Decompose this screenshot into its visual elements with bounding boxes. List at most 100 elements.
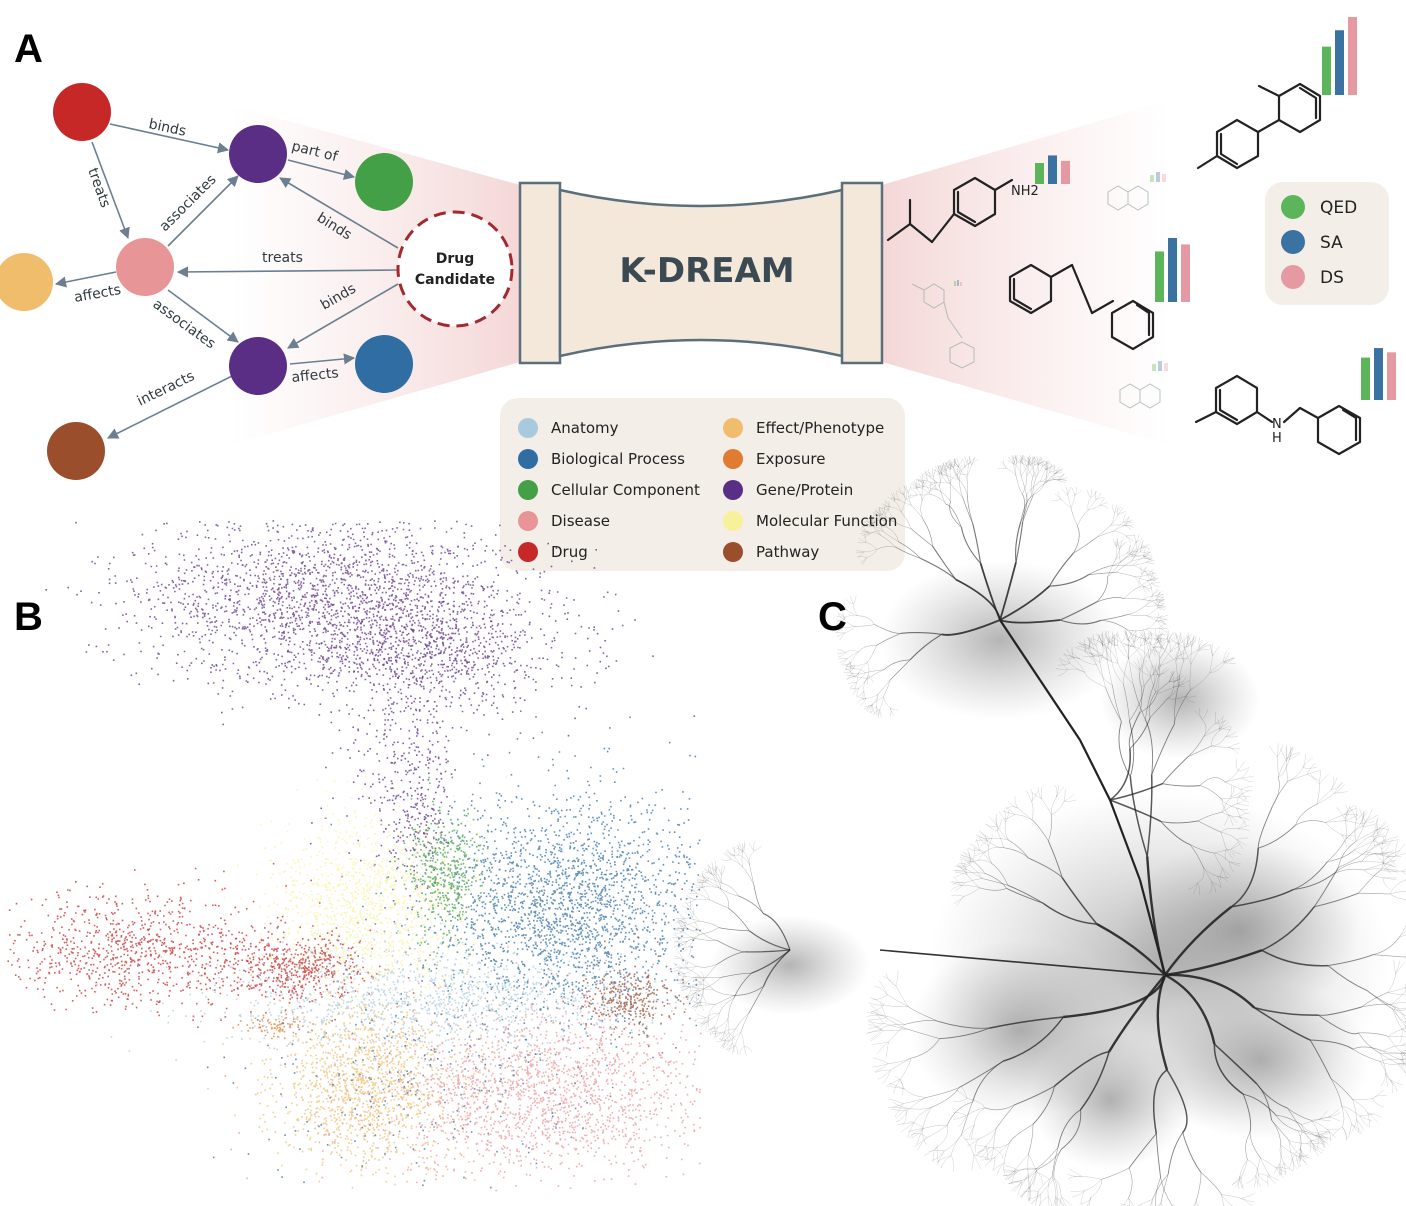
tree-branch xyxy=(1159,637,1164,649)
tree-branch xyxy=(849,669,855,677)
tree-branch xyxy=(1209,663,1225,674)
tree-branch xyxy=(1057,1109,1081,1148)
tree-branch xyxy=(683,959,697,967)
tree-branch xyxy=(1096,576,1109,603)
tree-branch xyxy=(1031,819,1049,842)
tree-branch xyxy=(716,939,746,953)
tree-branch xyxy=(1105,631,1109,643)
tree-branch xyxy=(687,893,698,895)
tree-branch xyxy=(1046,462,1051,470)
tree-branch xyxy=(867,675,874,683)
tree-branch xyxy=(1380,1061,1391,1080)
tree-branch xyxy=(942,462,947,471)
tree-branch xyxy=(870,530,884,534)
tree-branch xyxy=(950,472,959,483)
tree-branch xyxy=(931,1087,960,1108)
tree-branch xyxy=(986,840,1004,848)
tree-branch xyxy=(1160,1174,1169,1204)
tree-branch xyxy=(695,994,703,1002)
tree-branch xyxy=(690,979,704,987)
tree-branch xyxy=(1055,668,1068,670)
tree-branch xyxy=(898,487,904,496)
tree-branch xyxy=(1019,1187,1031,1198)
tree-branch xyxy=(1007,801,1019,809)
tree-branch xyxy=(1106,637,1115,647)
tree-branch xyxy=(867,1019,884,1024)
tree-branch xyxy=(869,1028,882,1041)
tree-branch xyxy=(853,668,866,673)
tree-branch xyxy=(1169,678,1181,682)
tree-branch xyxy=(1238,796,1250,803)
tree-branch xyxy=(858,678,868,689)
tree-branch xyxy=(686,922,699,931)
tree-branch xyxy=(1147,572,1156,576)
tree-branch xyxy=(838,652,846,658)
tree-branch xyxy=(1068,657,1081,660)
tree-branch xyxy=(938,465,946,472)
tree-branch xyxy=(953,458,956,468)
tree-branch xyxy=(1318,1110,1328,1120)
tree-branch xyxy=(992,863,1009,886)
tree-branch xyxy=(1174,641,1185,649)
tree-branch xyxy=(868,1023,884,1031)
tree-branch xyxy=(1310,1039,1354,1050)
tree-branch xyxy=(748,850,755,865)
tree-branch xyxy=(1365,809,1373,823)
tree-branch xyxy=(1035,1191,1039,1206)
tree-branch xyxy=(729,853,739,857)
tree-branch xyxy=(868,1023,884,1029)
tree-branch xyxy=(1157,632,1164,643)
tree-branch xyxy=(1123,521,1133,523)
tree-branch xyxy=(1058,479,1068,482)
tree-branch xyxy=(836,632,845,634)
tree-branch xyxy=(861,531,871,534)
tree-branch xyxy=(1209,881,1213,894)
tree-branch xyxy=(948,459,954,468)
tree-branch xyxy=(1318,1014,1359,1035)
tree-branch xyxy=(882,514,894,522)
tree-branch xyxy=(1399,930,1406,938)
tree-branch xyxy=(933,469,942,474)
tree-branch xyxy=(1155,615,1163,622)
tree-branch xyxy=(1013,463,1017,477)
tree-branch xyxy=(954,870,967,873)
tree-branch xyxy=(899,500,912,506)
tree-branch xyxy=(687,991,697,997)
umap-points-7 xyxy=(7,862,356,1028)
legend-label-5: Effect/Phenotype xyxy=(756,419,884,437)
tree-branch xyxy=(1087,636,1097,646)
tree-branch xyxy=(1385,1072,1388,1087)
tree-branch xyxy=(684,928,699,931)
tree-branch xyxy=(743,1046,747,1056)
tree-branch xyxy=(1313,867,1339,908)
tree-branch xyxy=(1042,462,1051,467)
tree-branch xyxy=(1155,603,1164,606)
tree-branch xyxy=(725,1042,733,1050)
tree-branch xyxy=(1126,553,1136,556)
tree-branch xyxy=(964,878,983,884)
tree-branch xyxy=(1143,551,1151,556)
tree-branch xyxy=(1228,861,1241,864)
tree-branch xyxy=(845,599,854,604)
tree-branch xyxy=(1143,643,1146,661)
tree-branch xyxy=(1239,1176,1243,1189)
tree-branch xyxy=(1045,461,1047,470)
tree-branch xyxy=(1341,1106,1360,1117)
tree-branch xyxy=(1255,1157,1261,1176)
tree-branch xyxy=(1279,1145,1282,1164)
tree-branch xyxy=(1404,1025,1406,1031)
tree-branch xyxy=(1382,1045,1403,1052)
tree-branch xyxy=(1157,607,1166,609)
tree-branch xyxy=(1295,1154,1309,1157)
tree-branch xyxy=(979,850,993,864)
tree-branch xyxy=(692,1001,702,1007)
tree-branch xyxy=(1211,745,1229,748)
tree-branch xyxy=(1175,647,1181,659)
tree-branch xyxy=(968,852,971,866)
tree-branch xyxy=(1174,689,1191,725)
tree-branch xyxy=(1258,1174,1268,1183)
tree-branch xyxy=(1370,826,1381,837)
tree-branch xyxy=(1203,728,1220,737)
tree-branch xyxy=(1122,642,1134,647)
tree-branch xyxy=(1155,603,1162,610)
